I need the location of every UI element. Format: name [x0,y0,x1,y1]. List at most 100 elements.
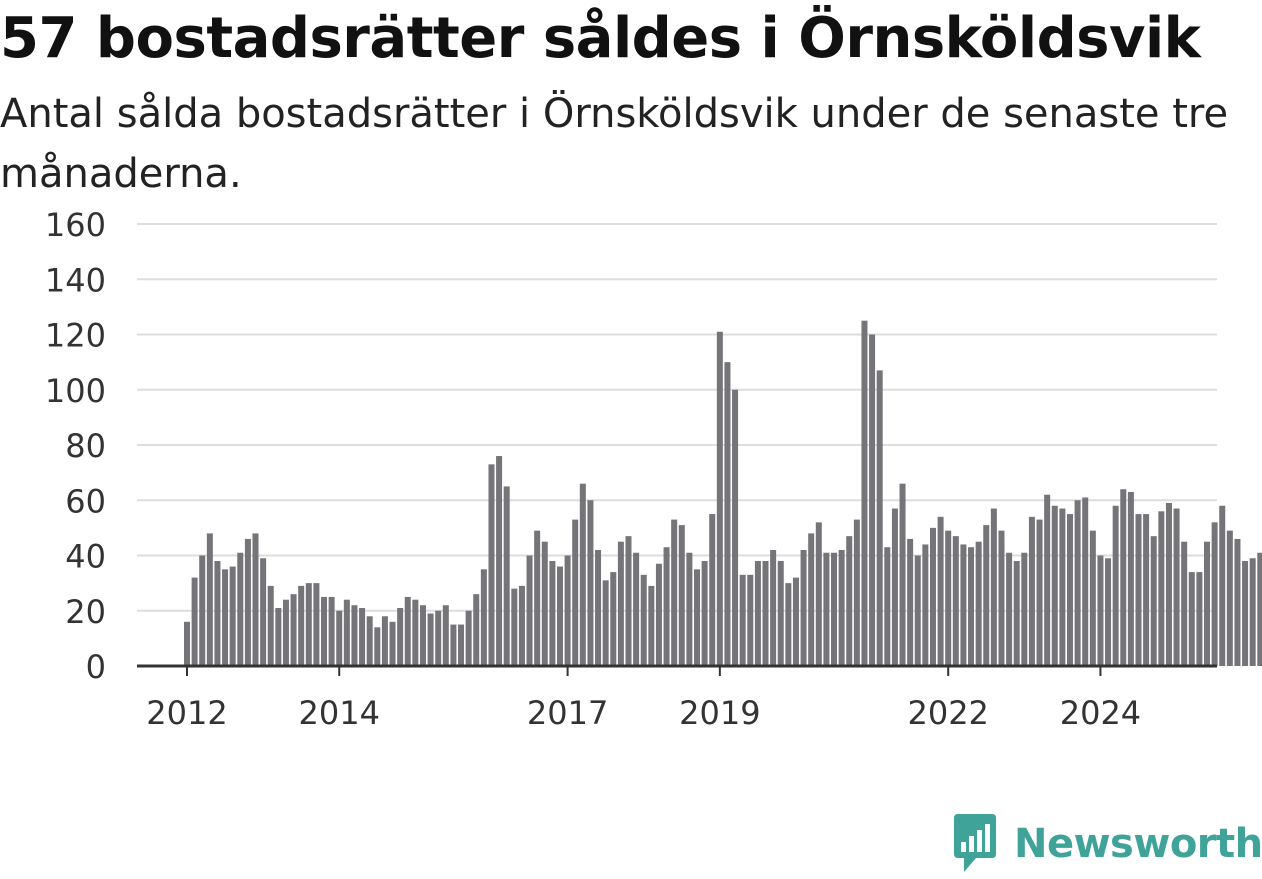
bar [831,552,838,666]
bar [1021,552,1028,666]
bar [419,605,426,666]
bar [701,561,708,666]
bar [899,483,906,666]
bar [389,621,396,666]
bar [838,549,845,666]
bar [998,530,1005,666]
bar [785,583,792,667]
y-tick-label: 0 [86,648,106,686]
bar [747,574,754,666]
bar [907,538,914,666]
bar [336,610,343,666]
bar [716,331,723,666]
bar [191,577,198,666]
y-tick-label: 140 [45,261,106,299]
bar [496,456,503,666]
bar [534,530,541,666]
x-tick-label: 2019 [679,694,760,732]
bar [564,555,571,666]
bar [1036,519,1043,666]
bar [526,555,533,666]
bar [922,544,929,666]
x-tick-label: 2022 [907,694,988,732]
bar [754,561,761,666]
bar [1219,505,1226,666]
bar [1066,514,1073,666]
bar [1097,555,1104,666]
x-tick-label: 2014 [299,694,380,732]
bar [678,525,685,666]
bar [1181,541,1188,666]
bar [549,561,556,666]
bar [298,585,305,666]
bar [960,544,967,666]
bar [343,599,350,666]
bar [891,508,898,666]
bar [488,464,495,666]
bar [458,624,465,666]
bar [884,547,891,666]
bar [975,541,982,666]
bar [260,558,267,666]
bar [640,574,647,666]
bar [846,536,853,666]
bar [739,574,746,666]
bar [184,621,190,666]
bar [222,569,229,666]
bar [282,599,289,666]
bar [853,519,860,666]
bar [381,616,388,666]
bar [1105,558,1112,666]
bar [709,514,716,666]
bar [518,585,525,666]
bar [770,549,777,666]
y-tick-label: 20 [65,593,106,631]
y-tick-label: 100 [45,372,106,410]
y-tick-label: 80 [65,427,106,465]
x-tick-label: 2017 [527,694,608,732]
bar [1158,511,1165,666]
bar [1127,491,1134,666]
bar [1196,572,1203,666]
bar [1211,522,1218,666]
bar [412,599,419,666]
bar [1112,505,1119,666]
bar [869,334,876,666]
bar [1143,514,1150,666]
bar [686,552,693,666]
x-tick-label: 2012 [146,694,227,732]
x-axis-ticks: 2012 2014 2017 2019 2022 2024 [146,666,1141,732]
brand-logo: Newsworthy [950,812,1262,876]
bar [587,500,594,666]
bar [1051,505,1058,666]
bar [579,483,586,666]
bar [328,596,335,666]
bar [663,547,670,666]
bar [1226,530,1233,666]
bar [290,594,297,666]
bar [1028,516,1035,666]
bar [617,541,624,666]
bar [633,552,640,666]
bar [1013,561,1020,666]
bar [610,572,617,666]
bar [199,555,206,666]
bar [595,549,602,666]
bar [473,594,480,666]
bar [321,596,328,666]
bar [1165,503,1172,666]
bar [602,580,609,666]
bar [511,588,518,666]
bar [1234,538,1241,666]
bar [237,552,244,666]
bar-series [184,320,1262,667]
bar [655,563,662,666]
newsworthy-logo-icon [954,814,996,872]
bar [1204,541,1211,666]
bar [968,547,975,666]
bar [1135,514,1142,666]
bar [945,530,952,666]
bar [777,561,784,666]
bar [556,566,563,666]
